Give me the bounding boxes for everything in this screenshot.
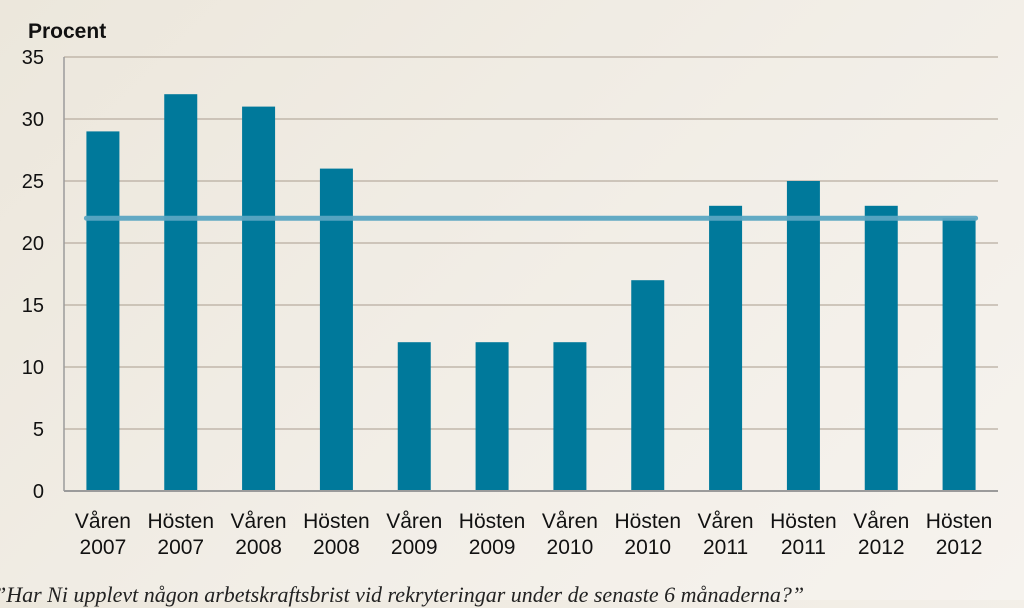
bar <box>786 181 820 491</box>
bar <box>475 342 509 491</box>
x-tick-label-season: Våren <box>386 510 442 533</box>
x-tick-label-year: 2007 <box>157 536 204 559</box>
x-tick-label-season: Hösten <box>926 510 993 533</box>
x-tick-label-year: 2011 <box>781 536 826 559</box>
chart-caption: ”Har Ni upplevt någon arbetskraftsbrist … <box>0 582 805 607</box>
axes <box>63 57 998 492</box>
x-tick-label-year: 2012 <box>936 536 983 559</box>
bar <box>864 205 898 492</box>
x-tick-label-year: 2010 <box>547 536 594 559</box>
x-tick-label-year: 2008 <box>313 536 360 559</box>
bar <box>319 168 353 491</box>
y-tick-label: 15 <box>22 295 44 317</box>
x-tick-label-season: Våren <box>542 510 598 533</box>
x-tick-label-season: Våren <box>231 510 287 533</box>
x-tick-label-season: Våren <box>75 510 131 533</box>
x-tick-label-season: Våren <box>698 510 754 533</box>
y-tick-label: 30 <box>22 109 44 131</box>
y-tick-label: 10 <box>22 357 44 379</box>
y-tick-label: 35 <box>22 47 44 69</box>
x-tick-label-year: 2009 <box>469 536 516 559</box>
x-tick-label-year: 2011 <box>703 536 748 559</box>
x-tick-label-season: Våren <box>853 510 909 533</box>
y-tick-labels: 0 5 10 15 20 25 30 35 <box>22 47 44 503</box>
y-tick-label: 25 <box>22 171 44 193</box>
x-tick-label-season: Hösten <box>147 510 214 533</box>
bar <box>942 218 976 491</box>
x-tick-labels: Våren 2007 Hösten 2007 Våren 2008 Hösten 2008 Vå… <box>75 510 992 559</box>
bar <box>164 94 198 491</box>
gridlines <box>64 56 998 430</box>
x-tick-label-year: 2010 <box>624 536 671 559</box>
bar <box>242 106 276 491</box>
y-tick-label: 0 <box>33 481 44 503</box>
bar <box>553 342 587 491</box>
y-tick-label: 20 <box>22 233 44 255</box>
x-tick-label-season: Hösten <box>770 510 837 533</box>
bar <box>397 342 431 491</box>
x-tick-label-year: 2012 <box>858 536 905 559</box>
y-axis-label: Procent <box>28 20 106 43</box>
bar <box>709 205 743 492</box>
x-tick-label-season: Hösten <box>303 510 370 533</box>
bars <box>86 94 976 492</box>
x-tick-label-season: Hösten <box>614 510 681 533</box>
x-tick-label-season: Hösten <box>459 510 526 533</box>
x-tick-label-year: 2007 <box>80 536 127 559</box>
x-tick-label-year: 2009 <box>391 536 438 559</box>
x-tick-label-year: 2008 <box>235 536 282 559</box>
bar <box>86 131 120 491</box>
y-tick-label: 5 <box>33 419 44 441</box>
bar <box>631 280 665 491</box>
